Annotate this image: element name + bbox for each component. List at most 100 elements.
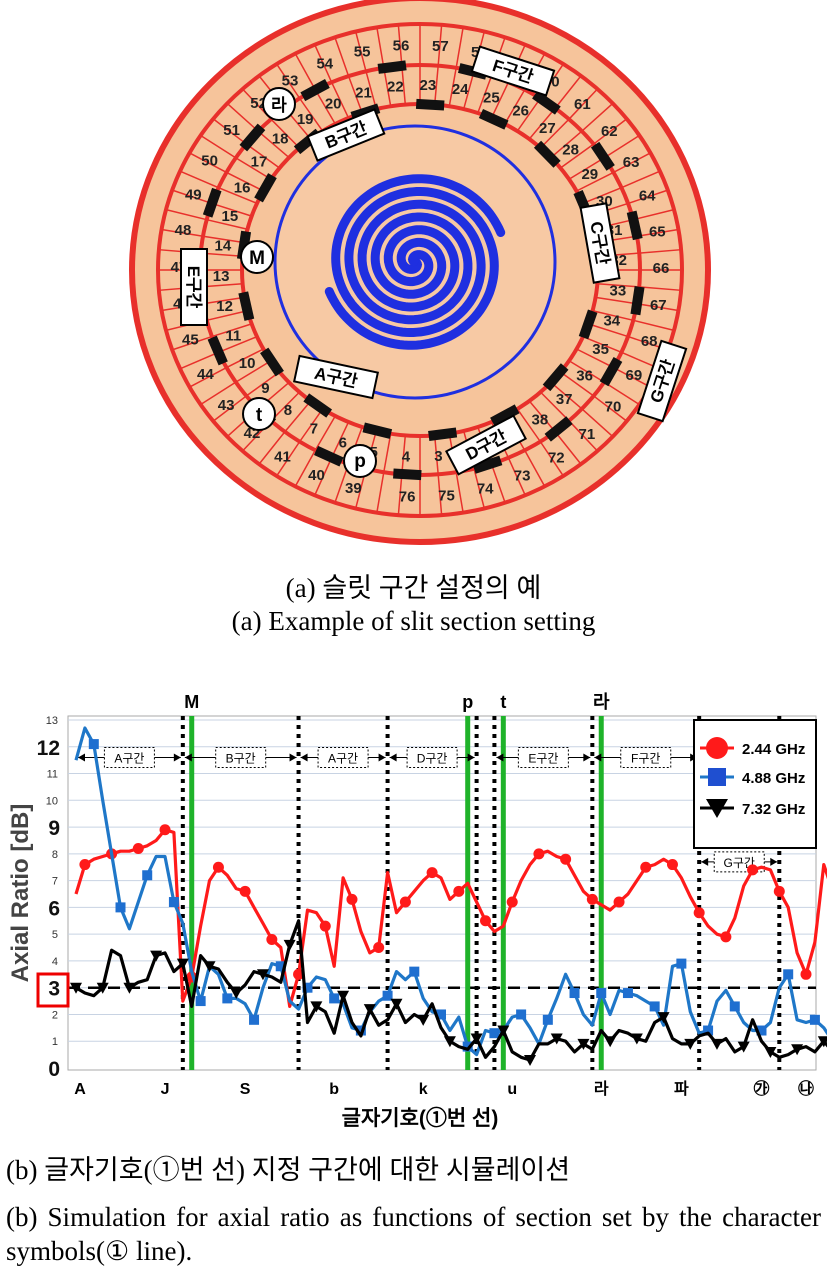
section-span-arrow [701,857,709,866]
ring-tick [376,27,385,68]
svg-text:M: M [249,248,265,269]
section-box-label: A구간 [328,751,358,765]
data-point [710,1038,723,1050]
slit-block [238,291,255,321]
spiral-arm [331,174,506,337]
data-point [443,1036,456,1048]
ring-tick [165,208,207,221]
data-point [516,1009,527,1020]
y-tick-label: 8 [52,849,58,861]
legend: 2.44 GHz 4.88 GHz 7.32 GHz [693,719,817,849]
data-point [756,1025,767,1036]
ring-tick [636,303,679,312]
inner-ring-number: 35 [592,341,609,358]
ring-tick [212,395,247,422]
ring-tick [516,408,541,443]
ring-tick [603,381,640,406]
svg-text:E구간: E구간 [184,266,203,309]
slit-block [478,108,509,130]
data-point [462,1041,473,1052]
series-line-488 [74,726,827,1057]
y-highlight-box [36,972,70,1008]
inner-ring-number: 24 [452,81,469,98]
section-label-C: C구간 [579,202,621,284]
data-point [657,1012,670,1024]
ring-tick [314,44,333,83]
caption-b-korean: (b) 글자기호(①번 선) 지정 구간에 대한 시뮬레이션 [6,1155,571,1185]
data-point [809,1014,820,1025]
ring-tick [581,408,614,438]
inner-ring-number: 14 [215,238,232,255]
outer-ring-number: 56 [393,38,410,55]
data-point [409,966,420,977]
data-point [737,1041,750,1053]
data-point [613,896,625,908]
section-box [317,746,369,768]
inner-ring-number: 7 [310,420,318,437]
data-point [275,961,286,972]
data-point [319,920,331,932]
ring-tick [516,97,541,132]
data-point [329,993,340,1004]
section-box-label: A구간 [114,751,144,765]
inner-ring-number: 18 [272,131,289,148]
section-span-arrow [300,753,308,762]
data-point [506,896,518,908]
ring-tick [433,65,439,105]
top-marker-label: t [500,692,506,712]
top-marker-label: p [462,692,473,712]
y-axis-label: Axial Ratio [dB] [7,804,34,983]
slit-block [428,427,458,441]
inner-ring-number: 26 [512,103,529,120]
outer-ring-number: 71 [579,426,596,443]
data-point [773,885,785,897]
data-point [88,739,99,750]
ring-tick [490,463,506,503]
inner-ring-number: 13 [213,268,230,285]
ring-tick [437,474,443,516]
y-tick-label-major: 0 [48,1058,60,1081]
ring-tick [206,218,248,230]
ring-tick [540,391,570,422]
section-box [215,746,267,768]
ring-tick [473,468,486,509]
ring-tick [202,235,245,244]
section-box [103,746,155,768]
slit-block [590,141,615,171]
ring-tick [554,75,582,109]
ring-tick [235,360,272,383]
outer-ring-number: 40 [308,467,325,484]
outer-ring-number: 73 [514,468,531,485]
data-point [542,1014,553,1025]
data-point [497,1025,510,1037]
legend-marker-244 [706,737,728,759]
data-point [791,1044,804,1056]
section-span-arrow [184,753,192,762]
ring-tick [245,371,280,397]
ring-tick [554,431,582,465]
slit-block [303,393,333,418]
data-point [693,907,705,919]
series-lines [70,726,827,1066]
ring-tick [179,351,219,370]
legend-marker-732 [706,799,728,818]
outer-ring-number: 70 [605,398,622,415]
ring-tick [397,24,403,66]
inner-ring-number: 3 [434,448,442,465]
inner-ring-number: 27 [539,120,556,137]
inner-ring-number: 21 [355,85,372,102]
inner-ring-number: 16 [234,180,251,197]
ring-tick [334,37,350,77]
data-point [123,982,136,994]
ring-tick [314,415,336,451]
data-point [222,993,233,1004]
data-point [470,1033,483,1045]
ring-tick [528,400,556,433]
ring-tick [455,472,464,513]
ring-tick [235,157,272,180]
ring-tick [560,371,595,397]
slit-block [532,90,561,115]
data-point [524,1054,537,1066]
